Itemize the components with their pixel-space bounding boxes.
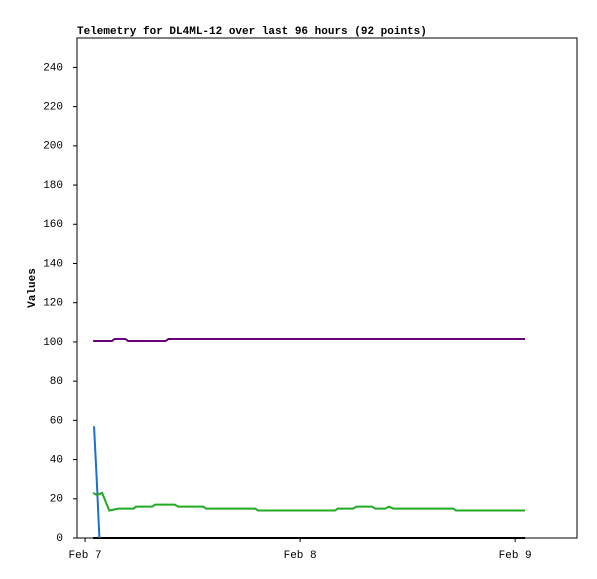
y-tick-label: 20 <box>50 494 63 506</box>
y-tick-label: 100 <box>43 337 63 349</box>
chart-title: Telemetry for DL4ML-12 over last 96 hour… <box>77 26 427 38</box>
y-axis-label: Values <box>27 268 39 308</box>
y-tick-label: 180 <box>43 180 63 192</box>
y-tick-label: 40 <box>50 454 63 466</box>
x-tick-label: Feb 7 <box>69 550 102 562</box>
y-tick-label: 220 <box>43 102 63 114</box>
y-tick-label: 160 <box>43 219 63 231</box>
y-tick-label: 60 <box>50 415 63 427</box>
y-tick-label: 80 <box>50 376 63 388</box>
series-line <box>92 491 526 512</box>
y-tick-label: 0 <box>56 533 63 545</box>
y-tick-label: 140 <box>43 258 63 270</box>
x-tick-label: Feb 8 <box>284 550 317 562</box>
y-tick-label: 120 <box>43 298 63 310</box>
plot-frame <box>76 37 578 539</box>
series-line <box>93 426 101 539</box>
series-line <box>93 337 526 342</box>
y-tick-label: 200 <box>43 141 63 153</box>
x-tick-label: Feb 9 <box>499 550 532 562</box>
y-tick-label: 240 <box>43 62 63 74</box>
